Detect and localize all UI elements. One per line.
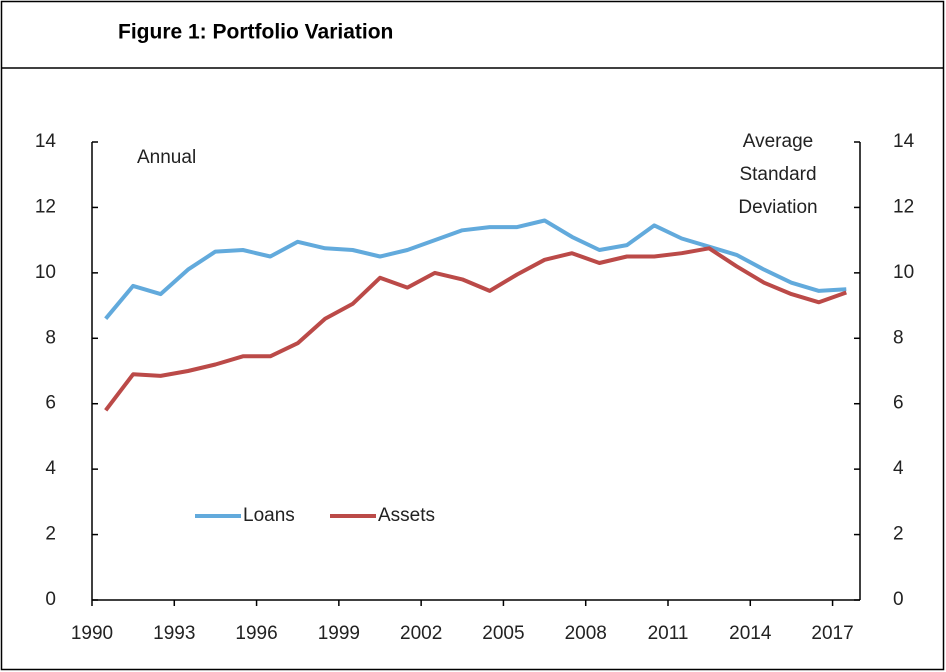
y-tick-label: 14 — [35, 131, 57, 152]
y2-tick-label: 2 — [893, 524, 904, 545]
x-tick-label: 2014 — [729, 623, 772, 644]
y2-tick-label: 4 — [893, 458, 904, 479]
left-note: Annual — [137, 147, 196, 168]
y-tick-label: 6 — [45, 393, 56, 414]
right-note: Average — [743, 131, 813, 152]
x-tick-label: 2005 — [482, 623, 524, 644]
legend-label: Assets — [378, 505, 435, 526]
x-tick-label: 2011 — [648, 623, 689, 644]
y2-tick-label: 14 — [893, 131, 915, 152]
y-tick-label: 12 — [35, 196, 56, 217]
y-tick-label: 2 — [45, 524, 56, 545]
y-tick-label: 4 — [45, 458, 56, 479]
x-tick-label: 1993 — [153, 623, 195, 644]
y2-tick-label: 12 — [893, 196, 914, 217]
x-tick-label: 1999 — [318, 623, 360, 644]
chart-title: Figure 1: Portfolio Variation — [118, 21, 393, 44]
series-line — [104, 246, 847, 412]
x-tick-label: 2017 — [811, 623, 853, 644]
x-tick-label: 2008 — [565, 623, 607, 644]
series-line — [104, 218, 847, 320]
x-tick-label: 2002 — [400, 623, 442, 644]
y-tick-label: 0 — [45, 589, 56, 610]
x-tick-label: 1996 — [235, 623, 277, 644]
y2-tick-label: 0 — [893, 589, 904, 610]
y-tick-label: 10 — [35, 262, 56, 283]
legend-label: Loans — [243, 505, 295, 526]
y-tick-label: 8 — [45, 327, 56, 348]
y2-tick-label: 10 — [893, 262, 914, 283]
y2-tick-label: 6 — [893, 393, 904, 414]
right-note: Deviation — [738, 197, 817, 218]
y2-tick-label: 8 — [893, 327, 904, 348]
right-note: Standard — [739, 164, 816, 185]
x-tick-label: 1990 — [71, 623, 113, 644]
